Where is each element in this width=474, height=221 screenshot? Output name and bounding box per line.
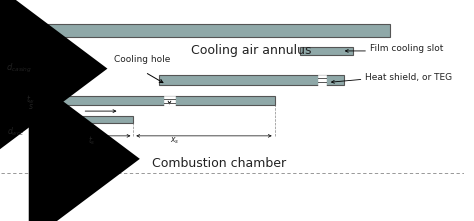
- Bar: [48, 96, 274, 105]
- Text: $t_w$: $t_w$: [26, 94, 35, 106]
- Text: $t_s$: $t_s$: [88, 134, 96, 147]
- Text: Cooling air annulus: Cooling air annulus: [191, 44, 312, 57]
- Bar: [300, 47, 353, 55]
- Text: $d_{wcc}$: $d_{wcc}$: [7, 125, 24, 138]
- Text: $x_s$: $x_s$: [170, 135, 180, 146]
- Text: Combustion chamber: Combustion chamber: [152, 157, 286, 170]
- Text: $d_{casing}$: $d_{casing}$: [6, 62, 32, 75]
- Text: Film cooling slot: Film cooling slot: [370, 44, 443, 53]
- Text: Heat shield, or TEG: Heat shield, or TEG: [365, 73, 452, 82]
- Text: Cooling hole: Cooling hole: [114, 55, 171, 64]
- Bar: [318, 75, 326, 86]
- Bar: [159, 75, 344, 86]
- Bar: [48, 116, 133, 123]
- Bar: [164, 96, 174, 106]
- Text: $s$: $s$: [27, 102, 34, 111]
- Bar: [38, 23, 391, 37]
